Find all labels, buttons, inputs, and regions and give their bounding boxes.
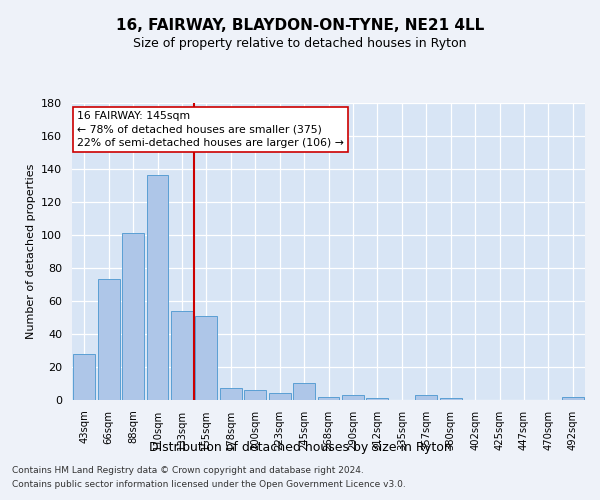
Bar — [146, 175, 169, 400]
Y-axis label: Number of detached properties: Number of detached properties — [26, 164, 35, 339]
Bar — [293, 384, 315, 400]
Text: 16 FAIRWAY: 145sqm
← 78% of detached houses are smaller (375)
22% of semi-detach: 16 FAIRWAY: 145sqm ← 78% of detached hou… — [77, 112, 344, 148]
Bar — [196, 316, 217, 400]
Text: Distribution of detached houses by size in Ryton: Distribution of detached houses by size … — [149, 441, 451, 454]
Text: Contains public sector information licensed under the Open Government Licence v3: Contains public sector information licen… — [12, 480, 406, 489]
Text: Contains HM Land Registry data © Crown copyright and database right 2024.: Contains HM Land Registry data © Crown c… — [12, 466, 364, 475]
Text: Size of property relative to detached houses in Ryton: Size of property relative to detached ho… — [133, 38, 467, 51]
Bar — [98, 280, 119, 400]
Bar — [367, 398, 388, 400]
Bar — [73, 354, 95, 400]
Bar — [122, 233, 144, 400]
Bar — [171, 310, 193, 400]
Bar — [269, 394, 290, 400]
Text: 16, FAIRWAY, BLAYDON-ON-TYNE, NE21 4LL: 16, FAIRWAY, BLAYDON-ON-TYNE, NE21 4LL — [116, 18, 484, 32]
Bar — [244, 390, 266, 400]
Bar — [342, 395, 364, 400]
Bar — [415, 395, 437, 400]
Bar — [220, 388, 242, 400]
Bar — [317, 396, 340, 400]
Bar — [562, 396, 584, 400]
Bar — [440, 398, 461, 400]
